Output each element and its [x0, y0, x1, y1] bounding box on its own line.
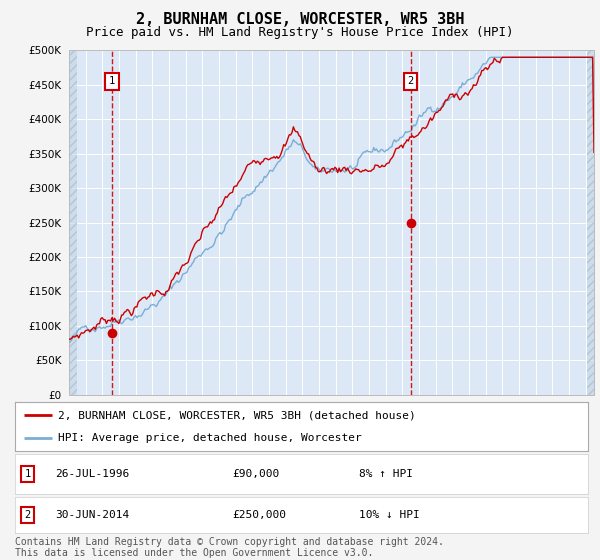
Text: 26-JUL-1996: 26-JUL-1996	[55, 469, 130, 479]
Text: 10% ↓ HPI: 10% ↓ HPI	[359, 510, 419, 520]
Text: Price paid vs. HM Land Registry's House Price Index (HPI): Price paid vs. HM Land Registry's House …	[86, 26, 514, 39]
Text: Contains HM Land Registry data © Crown copyright and database right 2024.
This d: Contains HM Land Registry data © Crown c…	[15, 536, 444, 558]
Bar	[69, 50, 77, 395]
Text: 2, BURNHAM CLOSE, WORCESTER, WR5 3BH (detached house): 2, BURNHAM CLOSE, WORCESTER, WR5 3BH (de…	[58, 410, 416, 421]
Text: 1: 1	[25, 469, 31, 479]
Text: £90,000: £90,000	[233, 469, 280, 479]
Text: 8% ↑ HPI: 8% ↑ HPI	[359, 469, 413, 479]
Text: 2, BURNHAM CLOSE, WORCESTER, WR5 3BH: 2, BURNHAM CLOSE, WORCESTER, WR5 3BH	[136, 12, 464, 27]
Text: 2: 2	[407, 76, 414, 86]
Text: 30-JUN-2014: 30-JUN-2014	[55, 510, 130, 520]
Text: HPI: Average price, detached house, Worcester: HPI: Average price, detached house, Worc…	[58, 433, 362, 444]
Text: 1: 1	[109, 76, 115, 86]
Text: 2: 2	[25, 510, 31, 520]
Bar	[587, 50, 595, 395]
Text: £250,000: £250,000	[233, 510, 287, 520]
